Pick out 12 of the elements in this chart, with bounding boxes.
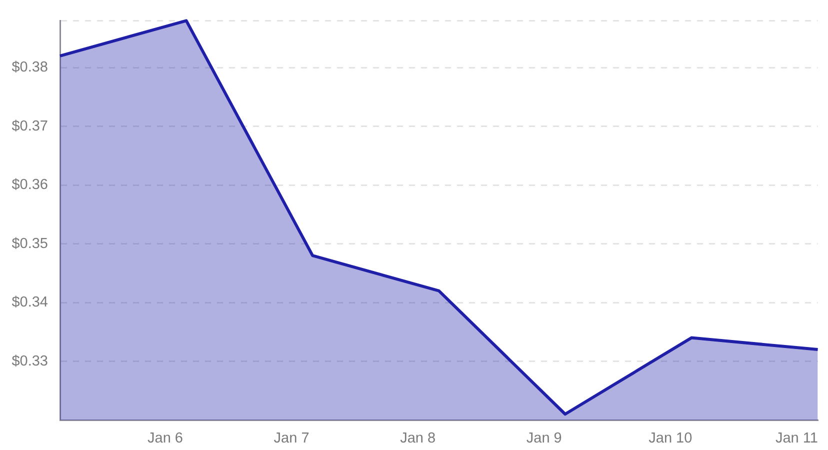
y-tick-label: $0.37 [12,118,48,134]
y-tick-label: $0.36 [12,177,48,194]
x-tick-label: Jan 11 [775,430,818,447]
x-tick-label: Jan 9 [526,430,562,447]
x-tick-label: Jan 10 [648,430,692,447]
y-tick-label: $0.33 [12,353,48,370]
y-tick-label: $0.35 [12,236,48,252]
y-tick-label: $0.34 [12,294,48,311]
x-tick-label: Jan 6 [148,430,183,447]
y-tick-label: $0.38 [12,60,48,76]
x-tick-label: Jan 8 [400,430,436,447]
x-tick-label: Jan 7 [274,430,310,447]
